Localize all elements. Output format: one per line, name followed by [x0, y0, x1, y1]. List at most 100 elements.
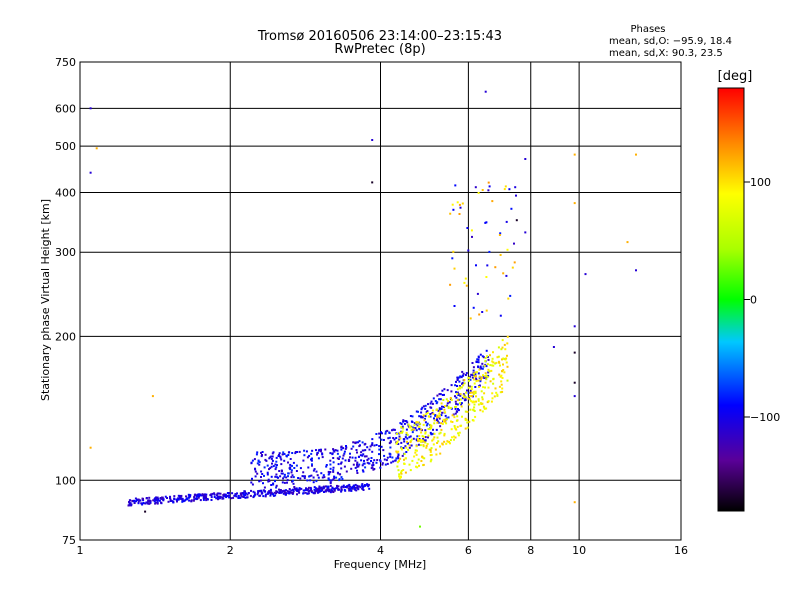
data-point	[356, 487, 359, 490]
data-point	[417, 421, 420, 424]
data-point	[466, 426, 469, 429]
data-point	[328, 490, 331, 493]
data-point	[451, 257, 454, 260]
data-point	[475, 377, 478, 380]
data-point	[418, 443, 420, 446]
data-point	[189, 495, 192, 498]
data-point	[471, 362, 474, 364]
data-point	[347, 484, 350, 487]
data-point	[513, 242, 515, 245]
data-point	[250, 489, 252, 492]
data-point	[340, 489, 343, 492]
data-point	[228, 496, 231, 499]
data-point	[269, 467, 272, 470]
data-point	[379, 460, 382, 463]
data-point	[455, 396, 458, 399]
data-point	[394, 459, 397, 462]
data-point	[352, 441, 355, 444]
data-point	[292, 476, 295, 479]
data-point	[303, 477, 306, 480]
data-point	[406, 421, 409, 424]
data-point	[405, 420, 408, 423]
data-point	[443, 388, 446, 391]
data-point	[459, 206, 462, 209]
data-point	[356, 469, 358, 472]
data-point	[380, 431, 382, 434]
data-point	[468, 395, 471, 397]
data-point	[455, 380, 457, 383]
data-point	[273, 491, 276, 494]
data-point	[254, 470, 257, 473]
data-point	[242, 492, 245, 495]
data-point	[400, 476, 402, 479]
data-point	[405, 451, 408, 453]
data-point	[281, 481, 284, 484]
data-point	[364, 466, 367, 469]
data-point	[386, 456, 389, 459]
data-point	[307, 486, 310, 489]
chart-subtitle: RwPretec (8p)	[334, 42, 425, 57]
data-point	[366, 483, 369, 486]
data-point	[310, 490, 313, 493]
data-point	[145, 497, 148, 499]
data-point	[410, 444, 413, 447]
data-point	[350, 467, 353, 470]
data-point	[368, 448, 371, 451]
data-point	[179, 497, 182, 500]
data-point	[261, 451, 264, 453]
phase-stats-heading: Phases	[630, 24, 665, 35]
data-point	[260, 479, 262, 482]
data-point	[429, 450, 432, 453]
data-point	[407, 423, 410, 426]
data-point	[271, 459, 274, 462]
data-point	[404, 420, 407, 422]
data-point	[218, 495, 220, 498]
data-point	[409, 441, 412, 443]
data-point	[343, 465, 346, 468]
data-point	[304, 489, 307, 491]
data-point	[297, 488, 300, 491]
data-point	[477, 366, 480, 369]
data-point	[451, 421, 454, 423]
data-point	[498, 385, 501, 388]
data-point	[515, 194, 517, 197]
data-point	[161, 496, 163, 499]
data-point	[402, 420, 405, 423]
data-point	[290, 489, 293, 492]
data-point	[502, 369, 505, 371]
data-point	[405, 446, 408, 449]
data-point	[410, 426, 413, 429]
data-point	[478, 376, 481, 379]
data-point	[411, 415, 414, 418]
data-point	[297, 490, 300, 493]
data-point	[469, 378, 472, 381]
data-point	[221, 496, 224, 499]
data-point	[454, 384, 457, 387]
data-point	[316, 453, 318, 456]
data-point	[279, 475, 282, 478]
data-point	[488, 185, 491, 188]
data-point	[408, 425, 411, 428]
data-point	[573, 395, 576, 398]
data-point	[216, 496, 219, 499]
data-point	[456, 399, 459, 402]
data-point	[398, 431, 401, 434]
data-point	[477, 355, 480, 358]
data-point	[290, 476, 293, 479]
data-point	[266, 464, 269, 467]
data-point	[258, 480, 261, 483]
data-point	[436, 414, 439, 417]
data-point	[477, 399, 480, 402]
data-point	[289, 458, 292, 460]
data-point	[164, 495, 167, 498]
data-point	[505, 220, 508, 223]
data-point	[336, 484, 338, 487]
data-point	[469, 391, 472, 394]
data-point	[283, 473, 286, 476]
data-point	[412, 437, 415, 440]
data-point	[439, 445, 441, 448]
data-point	[487, 374, 490, 377]
data-point	[440, 428, 443, 431]
data-point	[495, 361, 498, 364]
data-point	[436, 442, 439, 444]
